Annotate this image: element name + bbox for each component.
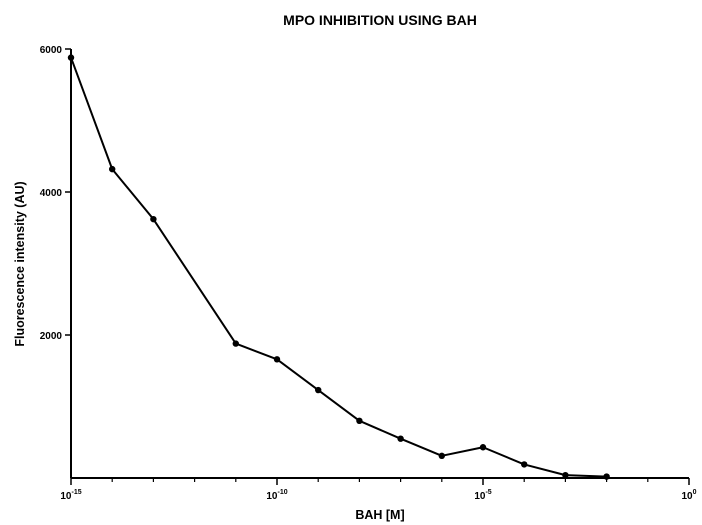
data-point [521,461,528,468]
series-line [70,57,607,478]
data-point [397,435,404,442]
marks [67,54,610,480]
data-point [232,340,239,347]
data-point [479,444,487,451]
data-point [150,215,157,223]
y-axis-label: Fluorescence intensity (AU) [13,181,27,346]
data-point [438,452,445,460]
x-tick-label: 10-5 [474,489,491,502]
data-point [273,356,281,363]
ticks: 2000 4000 6000 10-15 10-10 10-5 100 [40,45,697,502]
data-point [315,386,322,394]
x-axis-label: BAH [M] [355,508,404,522]
axes [70,49,689,479]
y-tick-label: 2000 [40,331,63,342]
y-tick-label: 6000 [40,45,63,56]
chart-title: MPO INHIBITION USING BAH [283,12,477,28]
x-tick-label: 10-10 [266,489,287,502]
y-tick-label: 4000 [40,188,63,199]
x-tick-label: 100 [681,489,696,502]
x-tick-label: 10-15 [60,489,81,502]
data-point [562,471,569,479]
data-point [109,165,116,173]
data-point [356,417,363,424]
data-point [67,54,75,61]
data-point [603,473,610,480]
